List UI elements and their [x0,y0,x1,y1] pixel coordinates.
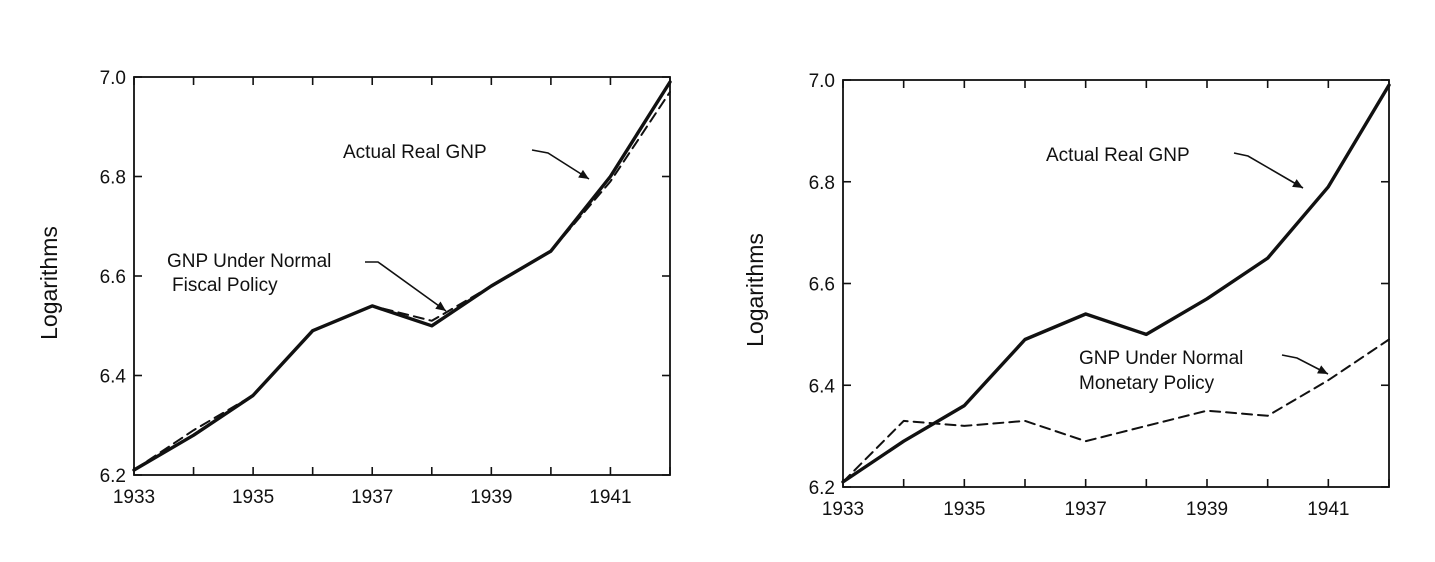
x-tick-label: 1937 [351,487,393,508]
series-line-dashed [133,90,671,471]
y-tick-label: 7.0 [100,68,126,89]
x-tick-label: 1941 [589,487,631,508]
annotation-text: Actual Real GNP [343,142,487,163]
annotation-leader-line [1281,354,1329,375]
y-tick-label: 6.4 [809,376,836,397]
x-tick-label: 1935 [943,499,985,520]
annotation-text: Actual Real GNP [1046,145,1190,166]
x-tick-label: 1937 [1065,499,1107,520]
y-tick-label: 6.4 [100,367,127,388]
annotation-leader-line [531,149,590,180]
y-tick-label: 7.0 [809,71,835,92]
annotation-arrowhead [435,301,446,311]
x-tick-label: 1939 [470,487,512,508]
y-tick-label: 6.6 [100,267,126,288]
annotation-text-line2: Fiscal Policy [172,275,278,296]
annotation-leader-line [1233,152,1304,189]
annotation-leader-line [365,261,447,312]
y-tick-label: 6.2 [100,466,126,487]
x-tick-label: 1939 [1186,499,1228,520]
annotation-text: GNP Under Normal [1079,348,1243,369]
y-tick-label: 6.8 [809,173,835,194]
series-line-solid [132,80,672,472]
annotation-text-line2: Monetary Policy [1079,373,1215,394]
annotation-arrowhead [578,169,589,179]
y-tick-label: 6.6 [809,275,835,296]
x-tick-label: 1933 [822,499,864,520]
chart-right-monetary-policy: 1933 1935 1937 1939 1941 6.2 6.4 6.6 6.8 7.0 Logar… [742,71,1391,520]
y-axis-label: Logarithms [742,233,768,347]
y-tick-label: 6.8 [100,168,126,189]
annotation-text: GNP Under Normal [167,251,331,272]
y-tick-label: 6.2 [809,478,835,499]
series-line-dashed [842,338,1390,483]
y-axis-label: Logarithms [36,226,62,340]
x-tick-label: 1935 [232,487,274,508]
x-tick-label: 1941 [1307,499,1349,520]
annotation-arrowhead [1317,365,1328,374]
chart-left-fiscal-policy: 1933 1935 1937 1939 1941 6.2 6.4 6.6 6.8 7.0 Logar… [36,68,672,508]
annotation-arrowhead [1292,179,1303,188]
x-tick-label: 1933 [113,487,155,508]
plot-frame [842,79,1390,488]
